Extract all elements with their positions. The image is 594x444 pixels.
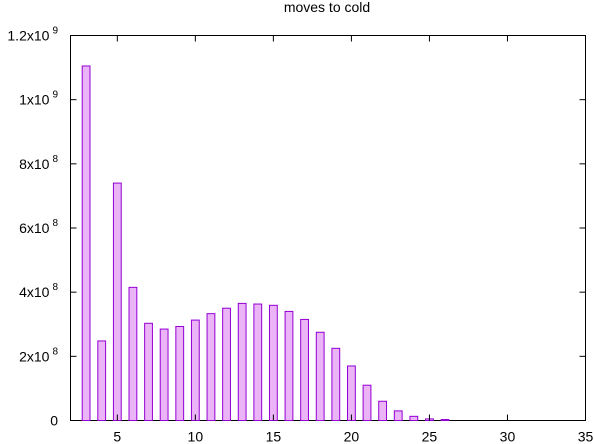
y-tick-label: 1.2x10 9 — [7, 26, 58, 44]
bar-20 — [347, 365, 356, 421]
x-tick-label: 35 — [578, 429, 594, 444]
y-tick-label: 4x10 8 — [19, 282, 58, 300]
y-axis-ticks: 0 2x10 8 4x10 8 6x10 8 8x10 8 1x10 9 1.2x10 9 — [7, 26, 586, 429]
bar-19 — [331, 347, 341, 421]
bar-14 — [253, 303, 263, 422]
bar-5 — [112, 182, 122, 421]
bar-24 — [409, 415, 419, 421]
bar-7 — [144, 322, 153, 422]
bar-23 — [393, 410, 403, 422]
bar-26 — [440, 419, 450, 422]
chart-title: moves to cold — [284, 0, 370, 15]
x-tick-label: 25 — [422, 429, 438, 444]
bar-3 — [81, 65, 91, 421]
bar-10 — [190, 319, 200, 421]
bar-9 — [175, 326, 185, 421]
bar-13 — [237, 302, 247, 421]
bar-17 — [300, 318, 309, 421]
x-tick-label: 20 — [344, 429, 360, 444]
bar-18 — [315, 331, 325, 421]
bar-15 — [268, 304, 278, 422]
bar-16 — [284, 310, 294, 422]
y-tick-label: 2x10 8 — [19, 346, 58, 364]
x-axis-ticks: 5 10 15 20 25 30 35 — [113, 35, 594, 444]
bar-11 — [206, 313, 216, 421]
bar-21 — [362, 384, 372, 421]
bar-4 — [97, 340, 107, 421]
bar-6 — [128, 286, 138, 421]
x-tick-label: 5 — [113, 429, 121, 444]
bar-22 — [378, 400, 388, 421]
bars-group — [81, 65, 450, 422]
x-tick-label: 15 — [266, 429, 282, 444]
y-tick-label: 1x10 9 — [19, 90, 58, 108]
y-tick-label: 8x10 8 — [19, 154, 58, 172]
bar-8 — [159, 328, 169, 421]
x-tick-label: 10 — [188, 429, 204, 444]
bar-12 — [222, 307, 231, 421]
y-tick-label: 0 — [50, 413, 58, 429]
y-tick-label: 6x10 8 — [19, 218, 58, 236]
x-tick-label: 30 — [500, 429, 516, 444]
